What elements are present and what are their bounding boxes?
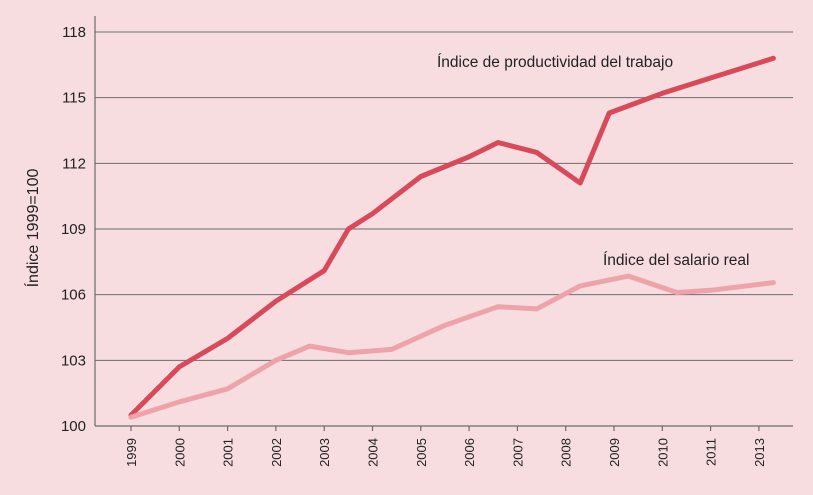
y-axis-label: Índice 1999=100 — [23, 169, 42, 288]
x-tick-label: 2002 — [269, 438, 284, 467]
x-tick-label: 2005 — [414, 438, 429, 467]
productivity-series-line — [128, 55, 776, 418]
x-tick-label: 2008 — [559, 438, 574, 467]
y-tick-label: 106 — [61, 287, 86, 304]
x-tick-label: 2004 — [366, 438, 381, 467]
series-lines — [128, 55, 776, 420]
x-tick-label: 1999 — [124, 438, 139, 467]
axes — [94, 16, 793, 431]
gridlines — [95, 31, 793, 361]
y-tick-label: 118 — [62, 24, 86, 41]
y-tick-label: 109 — [61, 221, 86, 238]
x-tick-label: 2011 — [704, 438, 719, 466]
x-tick-label: 2001 — [221, 438, 236, 467]
x-tick-label: 2003 — [317, 438, 332, 467]
x-tick-labels: 1999 2000 2001 2002 2003 2004 2005 2006 2007 2008… — [124, 438, 767, 467]
y-tick-label: 103 — [61, 352, 86, 369]
y-tick-label: 112 — [62, 155, 86, 172]
x-tick-label: 2007 — [510, 438, 525, 467]
productivity-series-label: Índice de productividad del trabajo — [437, 54, 673, 71]
y-tick-label: 115 — [62, 90, 86, 107]
x-tick-label: 2013 — [752, 438, 767, 467]
series-labels: Índice de productividad del trabajo Índic… — [437, 54, 749, 269]
y-tick-label: 100 — [61, 418, 86, 435]
x-tick-label: 2009 — [607, 438, 622, 467]
y-tick-labels: 100 103 106 109 112 115 118 — [61, 24, 86, 435]
x-tick-label: 2010 — [655, 438, 670, 467]
real-wage-series-line — [128, 273, 776, 420]
x-tick-label: 2000 — [172, 438, 187, 467]
real-wage-series-label: Índice del salario real — [603, 252, 749, 269]
x-tick-label: 2006 — [462, 438, 477, 467]
